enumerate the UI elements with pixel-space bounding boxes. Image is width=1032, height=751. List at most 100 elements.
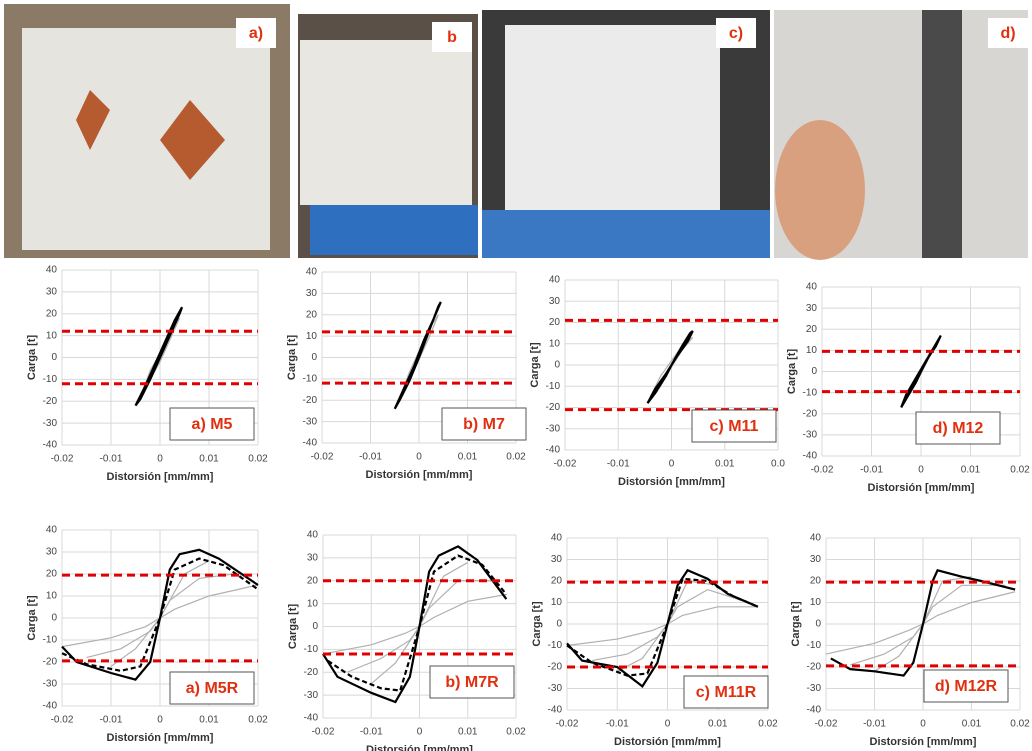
y-tick-label: 40 xyxy=(549,275,561,286)
hysteresis-line xyxy=(825,591,1016,655)
y-tick-label: 10 xyxy=(307,598,319,609)
y-tick-label: -40 xyxy=(546,445,561,456)
y-tick-label: 30 xyxy=(306,288,318,299)
x-tick-label: 0.01 xyxy=(199,715,219,726)
y-tick-label: -20 xyxy=(43,657,58,668)
x-tick-label: 0 xyxy=(918,465,924,476)
chart-label-box xyxy=(691,409,777,443)
y-tick-label: -40 xyxy=(807,705,822,716)
hysteresis-line xyxy=(61,557,259,672)
y-tick-label: 30 xyxy=(46,287,58,298)
y-tick-label: 30 xyxy=(307,553,319,564)
x-tick-label: -0.02 xyxy=(51,454,74,465)
x-tick-label: 0.02 xyxy=(1010,465,1030,476)
x-tick-label: -0.02 xyxy=(556,719,579,730)
y-tick-label: 0 xyxy=(554,360,560,371)
y-tick-label: 20 xyxy=(549,317,561,328)
base xyxy=(482,210,770,258)
hysteresis-line xyxy=(134,306,184,407)
chart: -40 -30 -20 -10 0 10 20 30 40 -0.02 -0.01 0 0.01 0.02… xyxy=(531,533,778,748)
hysteresis-line xyxy=(850,584,1006,666)
x-tick-label: 0.02 xyxy=(506,727,526,738)
x-axis-title: Distorsión [mm/mm] xyxy=(870,736,977,748)
x-tick-label: 0 xyxy=(157,715,163,726)
wall xyxy=(505,25,720,213)
chart-label: d) M12 xyxy=(933,420,984,437)
x-tick-label: -0.02 xyxy=(811,465,834,476)
y-tick-label: 20 xyxy=(46,569,58,580)
y-tick-label: 20 xyxy=(551,576,563,587)
x-axis-title: Distorsión [mm/mm] xyxy=(107,732,214,744)
y-tick-label: -40 xyxy=(304,713,319,724)
chart: -40 -30 -20 -10 0 10 20 30 40 -0.02 -0.01 0 0.01 0.02… xyxy=(26,265,268,483)
y-tick-label: 10 xyxy=(46,330,58,341)
x-tick-label: -0.01 xyxy=(606,719,629,730)
x-tick-label: -0.02 xyxy=(312,727,335,738)
chart-label-box xyxy=(923,669,1009,703)
x-tick-label: -0.02 xyxy=(554,459,577,470)
y-tick-label: -10 xyxy=(43,374,58,385)
x-tick-label: -0.02 xyxy=(311,452,334,463)
x-tick-label: 0 xyxy=(665,719,671,730)
y-tick-label: 0 xyxy=(556,619,562,630)
y-tick-label: 30 xyxy=(549,296,561,307)
x-tick-label: 0.02 xyxy=(1010,719,1030,730)
y-tick-label: 40 xyxy=(551,533,563,544)
y-tick-label: -10 xyxy=(43,635,58,646)
hysteresis-line xyxy=(646,330,694,404)
chart-label-box xyxy=(683,675,769,709)
hysteresis-line xyxy=(61,548,259,681)
x-tick-label: 0 xyxy=(157,454,163,465)
chart-label: a) M5R xyxy=(186,680,239,697)
chart-label: c) M11R xyxy=(696,684,757,701)
y-tick-label: 10 xyxy=(810,597,822,608)
hand xyxy=(775,120,865,260)
chart-label: b) M7R xyxy=(445,674,499,691)
y-tick-label: 40 xyxy=(46,525,58,536)
wall xyxy=(300,40,472,205)
y-tick-label: 20 xyxy=(306,309,318,320)
chart: -40 -30 -20 -10 0 10 20 30 40 -0.02 -0.01 0 0.01 0.02… xyxy=(786,282,1030,494)
x-tick-label: 0 xyxy=(920,719,926,730)
photo-label: c) xyxy=(729,25,743,42)
chart-label-box xyxy=(429,665,515,699)
x-axis-title: Distorsión [mm/mm] xyxy=(107,471,214,483)
y-axis-title: Carga [t] xyxy=(26,335,38,381)
y-tick-label: 10 xyxy=(551,597,563,608)
x-axis-title: Distorsión [mm/mm] xyxy=(868,482,975,494)
x-tick-label: -0.01 xyxy=(860,465,883,476)
y-tick-label: -30 xyxy=(303,416,318,427)
y-axis-title: Carga [t] xyxy=(26,595,38,641)
y-tick-label: 30 xyxy=(810,554,822,565)
chart: -40 -30 -20 -10 0 10 20 30 40 -0.02 -0.01 0 0.01 0.02… xyxy=(26,525,268,744)
chart-label: d) M12R xyxy=(935,678,998,695)
chart: -40 -30 -20 -10 0 10 20 30 40 -0.02 -0.01 0 0.01 0.0 D… xyxy=(529,275,785,488)
y-tick-label: 0 xyxy=(811,366,817,377)
chart-label-box xyxy=(915,411,1001,445)
y-tick-label: 30 xyxy=(46,547,58,558)
x-tick-label: -0.02 xyxy=(815,719,838,730)
y-tick-label: -10 xyxy=(548,640,563,651)
photo-label-box xyxy=(432,22,472,52)
photo-label: a) xyxy=(249,25,263,42)
chart: -40 -30 -20 -10 0 10 20 30 40 -0.02 -0.01 0 0.01 0.02… xyxy=(286,267,527,481)
y-tick-label: 0 xyxy=(51,613,57,624)
y-tick-label: 20 xyxy=(806,324,818,335)
base xyxy=(310,205,478,255)
x-tick-label: 0 xyxy=(416,452,422,463)
y-tick-label: 40 xyxy=(306,267,318,278)
brick-area xyxy=(76,90,110,150)
photo-label: b xyxy=(447,29,457,46)
rebar xyxy=(922,10,962,258)
hysteresis-line xyxy=(592,588,749,662)
y-tick-label: 20 xyxy=(810,576,822,587)
y-tick-label: -10 xyxy=(546,381,561,392)
y-axis-title: Carga [t] xyxy=(529,342,541,388)
y-tick-label: -20 xyxy=(303,395,318,406)
x-tick-label: 0.01 xyxy=(715,459,735,470)
chart-label: c) M11 xyxy=(710,418,759,435)
x-axis-title: Distorsión [mm/mm] xyxy=(614,736,721,748)
y-tick-label: -20 xyxy=(807,662,822,673)
y-tick-label: 40 xyxy=(806,282,818,293)
chart-label: a) M5 xyxy=(192,416,233,433)
